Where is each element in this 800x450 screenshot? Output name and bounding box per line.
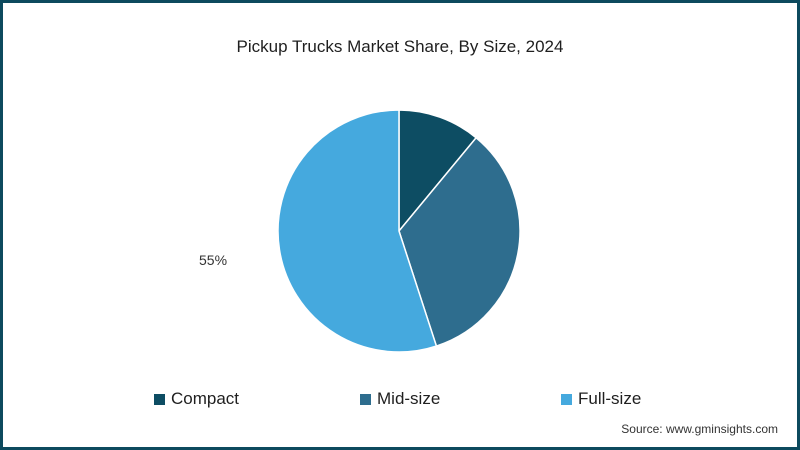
legend-item-compact: Compact bbox=[154, 389, 239, 409]
source-note: Source: www.gminsights.com bbox=[621, 422, 778, 436]
legend-label-full-size: Full-size bbox=[578, 389, 642, 408]
legend: Compact Mid-size Full-size bbox=[3, 389, 797, 413]
legend-swatch-full-size bbox=[561, 393, 572, 405]
data-label-full-size: 55% bbox=[199, 252, 228, 268]
legend-label-mid-size: Mid-size bbox=[377, 389, 441, 408]
legend-label-compact: Compact bbox=[171, 389, 240, 408]
legend-swatch-mid-size bbox=[360, 393, 371, 405]
pie-chart bbox=[277, 109, 521, 353]
legend-item-mid-size: Mid-size bbox=[360, 389, 440, 409]
legend-swatch-compact bbox=[154, 393, 165, 405]
pie-slice-compact bbox=[398, 109, 478, 234]
pie-slices bbox=[277, 109, 521, 353]
pie-slice-mid-size bbox=[398, 136, 521, 348]
chart-title: Pickup Trucks Market Share, By Size, 202… bbox=[236, 37, 564, 56]
pie-slice-full-size bbox=[277, 109, 438, 353]
legend-item-full-size: Full-size bbox=[561, 389, 641, 409]
